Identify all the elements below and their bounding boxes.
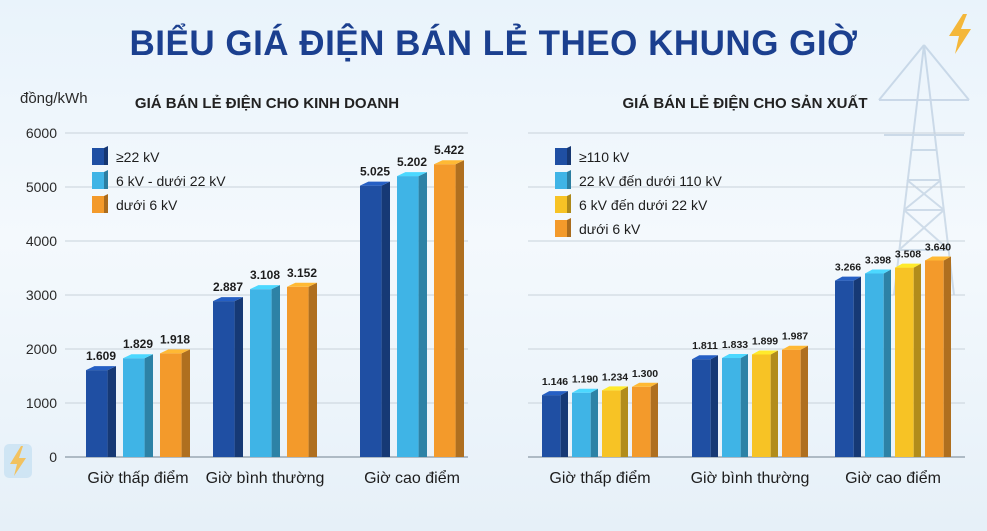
chart-2-bar (925, 256, 951, 457)
chart-2-legend-label: dưới 6 kV (579, 221, 641, 237)
chart-2-legend-swatch (555, 172, 567, 189)
chart-1-data-label: 2.887 (213, 280, 243, 294)
chart-2-bar (835, 276, 861, 457)
chart-1-bar (434, 160, 464, 457)
chart-1-legend-label: dưới 6 kV (116, 197, 178, 213)
chart-1-bar (160, 349, 190, 457)
chart-1-y-tick-label: 6000 (26, 125, 57, 141)
chart-2-data-label: 1.811 (692, 340, 718, 352)
chart-2-legend-item: 22 kV đến dưới 110 kV (555, 170, 722, 189)
chart-1-bar (250, 285, 280, 457)
chart-1-legend-swatch (92, 148, 104, 165)
chart-2-data-label: 1.146 (542, 376, 568, 388)
chart-2-legend-swatch (555, 148, 567, 165)
chart-1-bar (123, 354, 153, 457)
chart-1-data-label: 5.025 (360, 165, 390, 179)
chart-1-data-label: 5.202 (397, 155, 427, 169)
chart-1-y-tick-label: 4000 (26, 233, 57, 249)
chart-2-bar (782, 345, 808, 457)
chart-2-category-label: Giờ thấp điểm (549, 469, 650, 487)
chart-2-legend-swatch (555, 220, 567, 237)
chart-2-bar (895, 263, 921, 457)
lightning-bolt-icon (4, 444, 32, 478)
chart-1-title: GIÁ BÁN LẺ ĐIỆN CHO KINH DOANH (135, 94, 399, 112)
chart-2-bar (865, 269, 891, 457)
chart-1-y-tick-label: 0 (49, 449, 57, 465)
chart-1-bar (86, 366, 116, 457)
chart-2-category-label: Giờ bình thường (691, 470, 810, 487)
lightning-bolt-icon (949, 14, 971, 54)
chart-1-data-label: 3.152 (287, 266, 317, 280)
chart-2-data-label: 1.833 (722, 339, 748, 351)
chart-2-bar (572, 388, 598, 457)
chart-1-data-label: 1.609 (86, 349, 116, 363)
chart-1-data-label: 1.918 (160, 332, 190, 346)
chart-2-legend-item: 6 kV đến dưới 22 kV (555, 194, 708, 213)
chart-1-legend-item: dưới 6 kV (92, 194, 178, 213)
power-tower-icon (878, 44, 970, 296)
chart-1-y-tick-label: 3000 (26, 287, 57, 303)
chart-1-legend-item: ≥22 kV (92, 146, 160, 165)
chart-1-bar (287, 282, 317, 457)
chart-1-legend-label: 6 kV - dưới 22 kV (116, 173, 226, 189)
chart-1-legend-swatch (92, 172, 104, 189)
chart-1-data-label: 3.108 (250, 268, 280, 282)
chart-1-legend-item: 6 kV - dưới 22 kV (92, 170, 226, 189)
chart-1-category-label: Giờ thấp điểm (87, 469, 188, 487)
chart-1-category-label: Giờ bình thường (206, 470, 325, 487)
chart-2-bar (602, 386, 628, 457)
chart-2-legend-item: ≥110 kV (555, 146, 630, 165)
chart-2-bar (692, 355, 718, 457)
chart-2-data-label: 3.398 (865, 255, 891, 267)
chart-2-data-label: 1.234 (602, 371, 628, 383)
chart-1: GIÁ BÁN LẺ ĐIỆN CHO KINH DOANH 0 1000 2000 3… (26, 94, 468, 487)
chart-2-legend-label: 6 kV đến dưới 22 kV (579, 197, 708, 213)
chart-2-legend-swatch (555, 196, 567, 213)
chart-2-data-label: 3.508 (895, 249, 921, 261)
chart-2-legend-label: ≥110 kV (579, 149, 630, 165)
chart-1-legend-label: ≥22 kV (116, 149, 160, 165)
chart-2-bar (542, 391, 568, 457)
chart-2: GIÁ BÁN LẺ ĐIỆN CHO SẢN XUẤT 1.146 1.190 1.… (528, 94, 965, 487)
chart-1-category-label: Giờ cao điểm (364, 469, 460, 487)
y-axis-unit-label: đồng/kWh (20, 90, 88, 107)
chart-1-legend-swatch (92, 196, 104, 213)
chart-1-data-label: 1.829 (123, 337, 153, 351)
chart-1-y-tick-label: 2000 (26, 341, 57, 357)
chart-1-data-label: 5.422 (434, 143, 464, 157)
chart-2-data-label: 3.640 (925, 241, 951, 253)
chart-2-bar (722, 354, 748, 457)
chart-2-legend-item: dưới 6 kV (555, 218, 641, 237)
page-title: BIỂU GIÁ ĐIỆN BÁN LẺ THEO KHUNG GIỜ (129, 24, 858, 63)
chart-1-y-tick-label: 1000 (26, 395, 57, 411)
chart-2-bar (632, 382, 658, 457)
chart-2-data-label: 1.190 (572, 374, 598, 386)
chart-2-data-label: 1.987 (782, 331, 808, 343)
chart-2-category-label: Giờ cao điểm (845, 469, 941, 487)
chart-2-title: GIÁ BÁN LẺ ĐIỆN CHO SẢN XUẤT (622, 94, 867, 112)
chart-1-bar (397, 172, 427, 458)
chart-1-y-tick-label: 5000 (26, 179, 57, 195)
chart-1-bar (213, 297, 243, 457)
chart-1-bar (360, 181, 390, 457)
chart-2-data-label: 3.266 (835, 262, 861, 274)
chart-2-legend-label: 22 kV đến dưới 110 kV (579, 173, 722, 189)
chart-2-data-label: 1.300 (632, 368, 658, 380)
chart-2-data-label: 1.899 (752, 335, 778, 347)
chart-2-bar (752, 350, 778, 457)
